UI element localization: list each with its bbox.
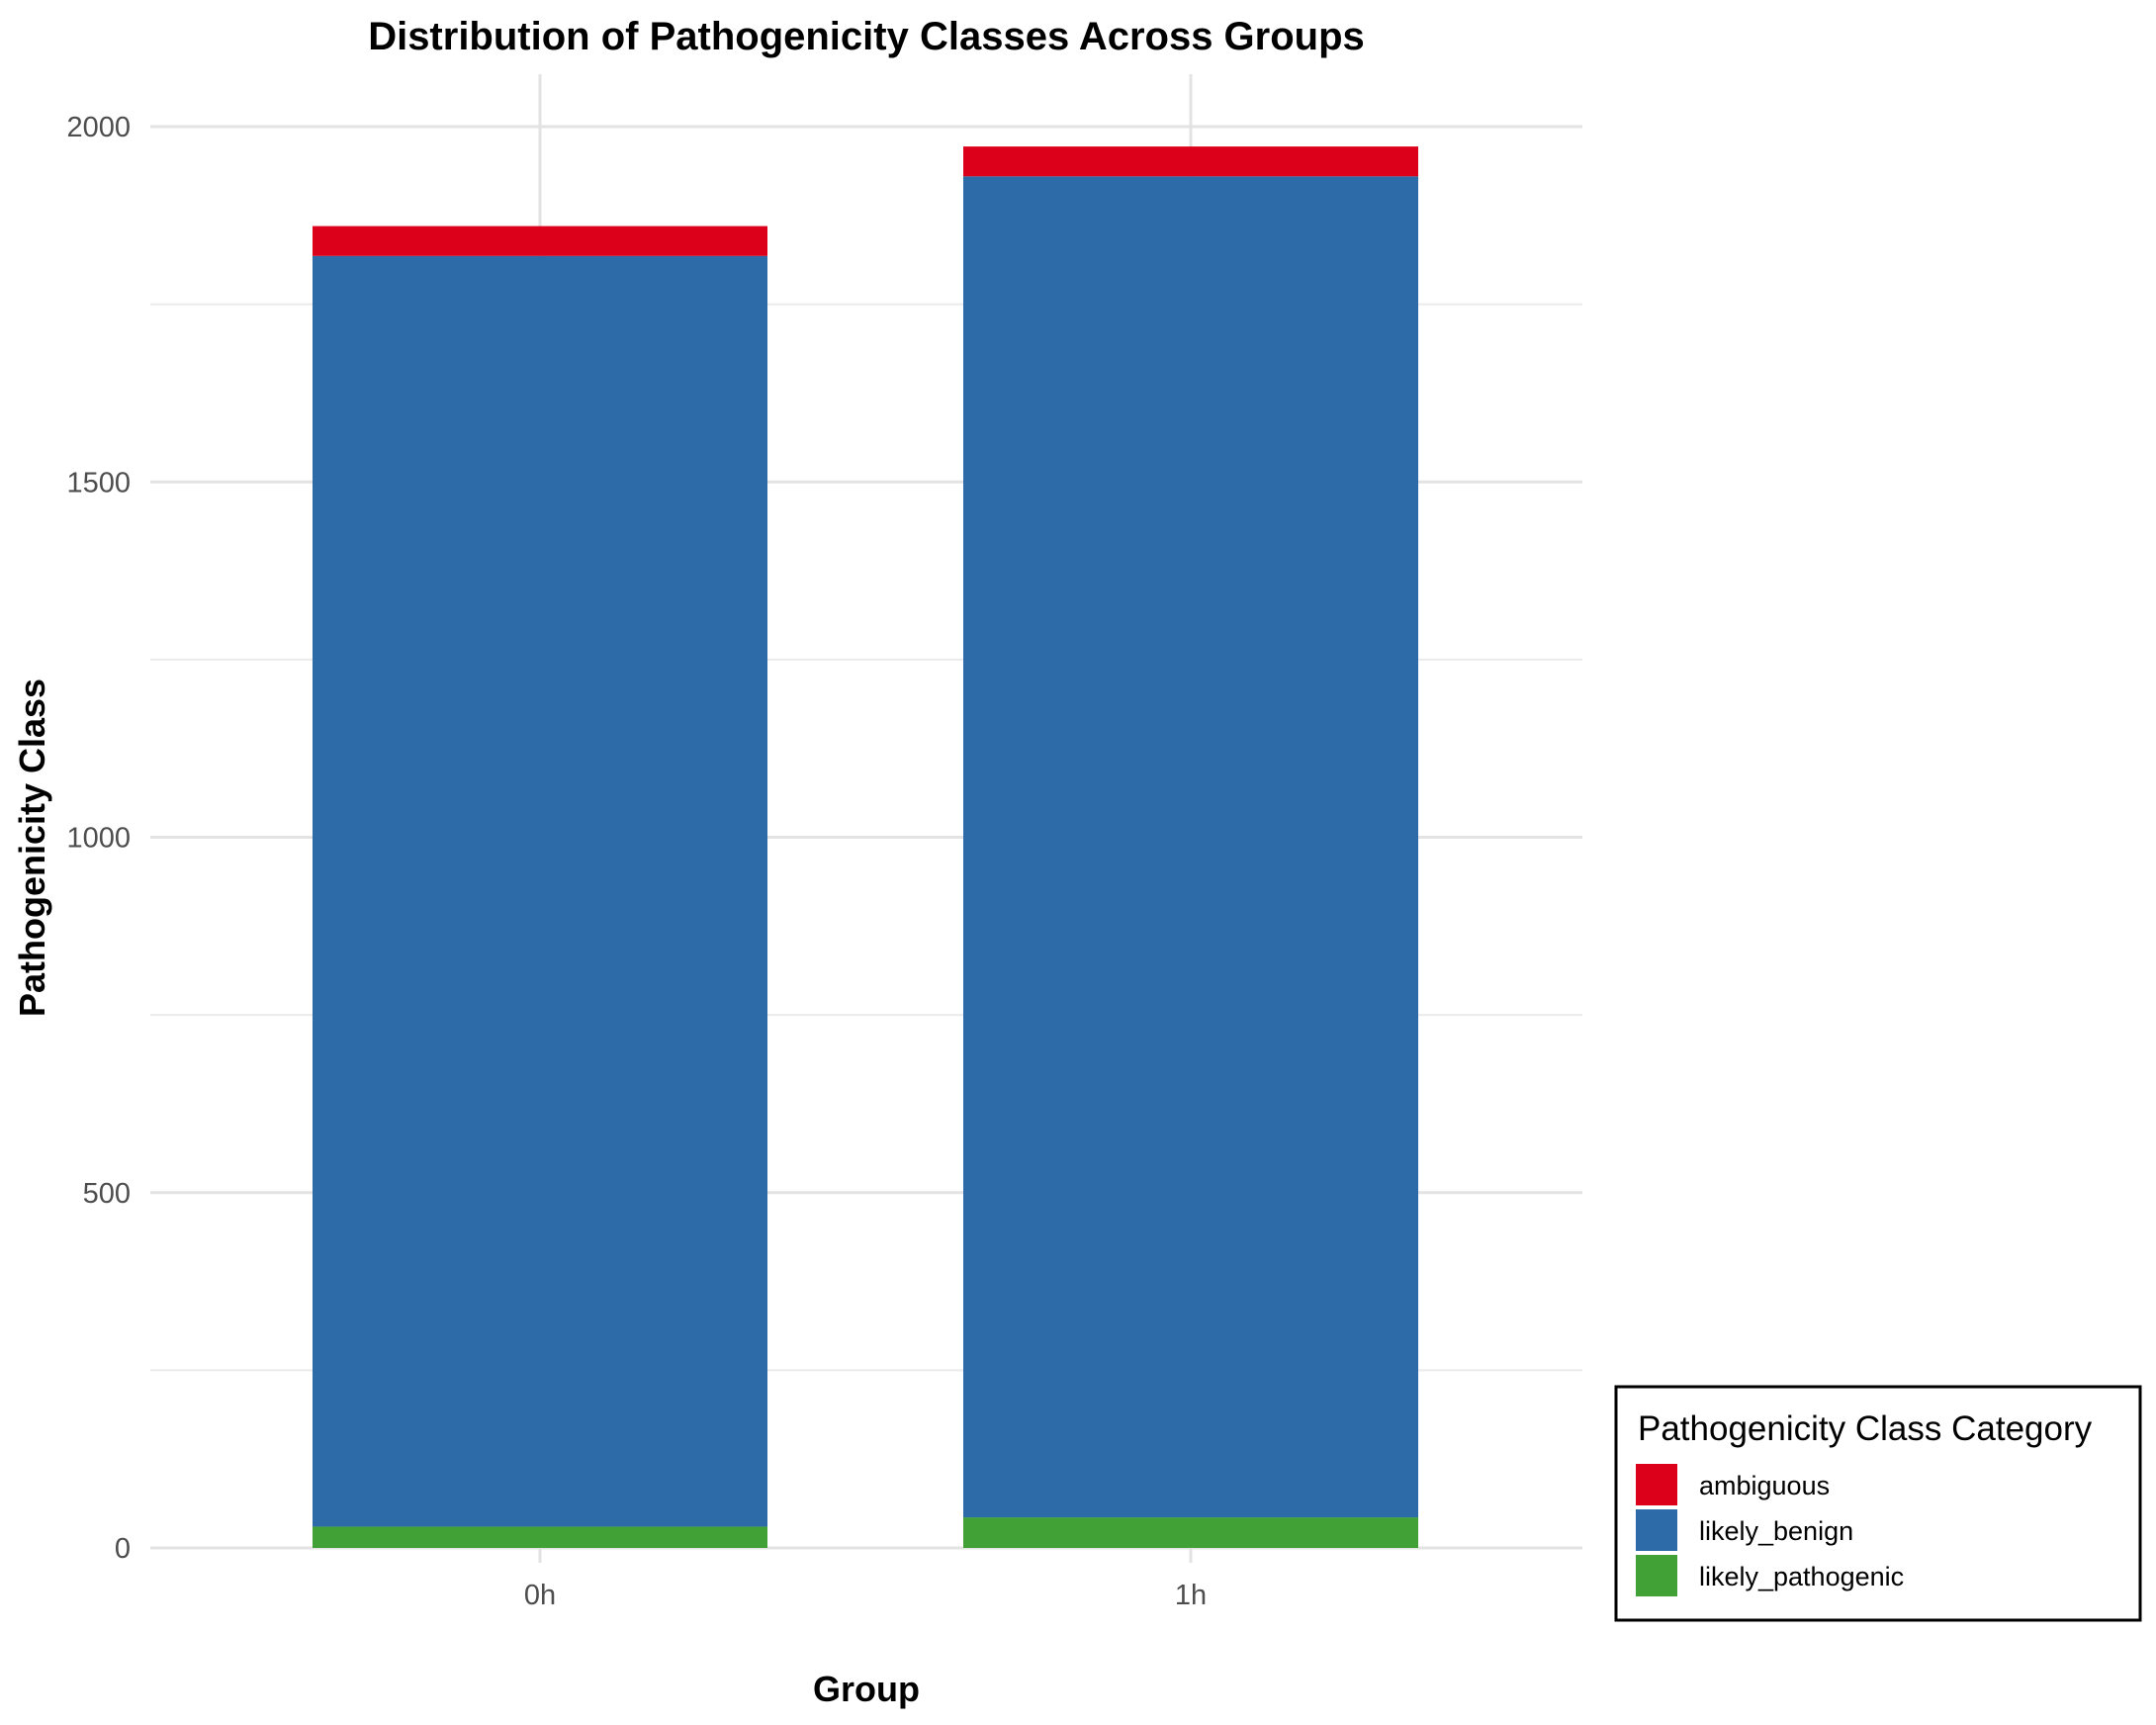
x-tick-label: 0h: [524, 1580, 556, 1611]
legend-title: Pathogenicity Class Category: [1638, 1409, 2093, 1448]
x-tick-labels: 0h 1h: [524, 1580, 1207, 1611]
y-tick-label: 1500: [66, 467, 131, 499]
y-tick-label: 0: [115, 1533, 131, 1565]
bar-segment-likely-pathogenic-1h: [963, 1517, 1418, 1548]
bar-segment-likely-pathogenic-0h: [313, 1526, 767, 1548]
legend-box: [1614, 1385, 2142, 1622]
y-tick-label: 1000: [66, 823, 131, 855]
y-tick-labels: 0 500 1000 1500 2000: [66, 112, 131, 1565]
x-tick-label: 1h: [1175, 1580, 1207, 1611]
legend: Pathogenicity Class Category ambiguous li…: [1614, 1385, 2142, 1622]
legend-swatch-likely-benign: [1636, 1509, 1677, 1551]
bar-segment-likely-benign-1h: [963, 176, 1418, 1518]
bar-segment-ambiguous-0h: [313, 226, 767, 256]
legend-swatch-ambiguous: [1636, 1464, 1677, 1505]
chart-title: Distribution of Pathogenicity Classes Ac…: [368, 15, 1365, 58]
legend-label: likely_benign: [1699, 1516, 1853, 1546]
bar-segment-ambiguous-1h: [963, 146, 1418, 177]
x-axis-title: Group: [813, 1669, 920, 1709]
bars: [313, 146, 1418, 1548]
legend-swatch-likely-pathogenic: [1636, 1555, 1677, 1596]
y-tick-label: 500: [83, 1178, 131, 1210]
legend-label: likely_pathogenic: [1699, 1562, 1904, 1591]
y-tick-label: 2000: [66, 112, 131, 143]
legend-items: ambiguous likely_benign likely_pathogenic: [1636, 1464, 1904, 1596]
legend-label: ambiguous: [1699, 1471, 1830, 1500]
y-axis-title: Pathogenicity Class: [12, 679, 52, 1017]
bar-segment-likely-benign-0h: [313, 255, 767, 1527]
